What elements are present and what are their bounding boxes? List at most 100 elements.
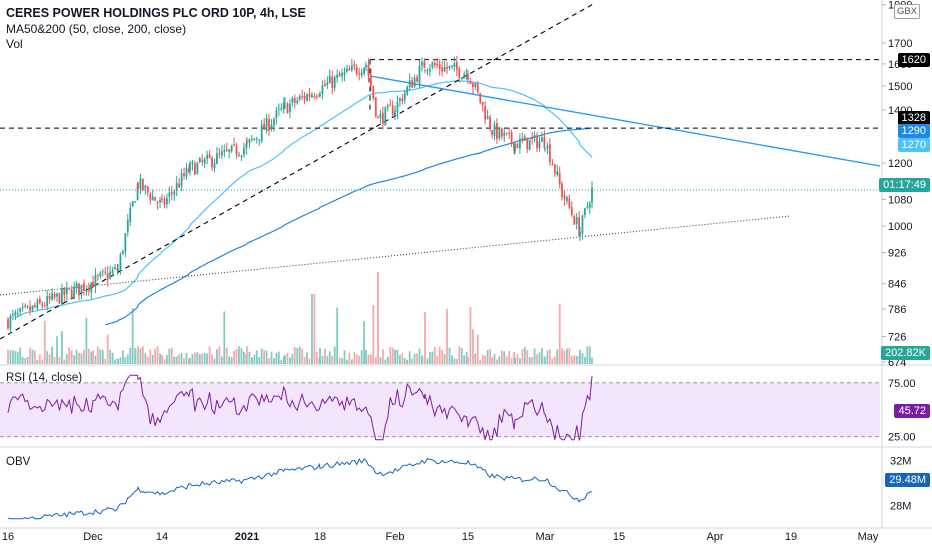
candle-body (508, 132, 511, 134)
symbol-title[interactable]: CERES POWER HOLDINGS PLC ORD 10P, 4h, LS… (6, 6, 306, 20)
volume-bar (277, 351, 280, 364)
candle-body (161, 198, 163, 200)
volume-bar (426, 358, 429, 364)
volume-bar (29, 347, 31, 364)
obv-tick-label: 28M (890, 500, 911, 512)
volume-bar (505, 356, 508, 364)
volume-bar (343, 350, 346, 364)
volume-bar (546, 350, 549, 364)
candle-body (99, 272, 102, 276)
candle-body (92, 282, 94, 288)
candle-body (431, 62, 434, 68)
price-tick-label: 1500 (888, 81, 912, 93)
candle-body (311, 94, 313, 98)
candle-body (588, 203, 591, 208)
candle-body (350, 65, 353, 71)
candle-body (479, 92, 482, 103)
volume-bar (213, 358, 216, 364)
candle-body (510, 132, 513, 144)
candle-body (486, 116, 489, 120)
candle-body (568, 198, 571, 208)
candle-body (94, 274, 97, 287)
volume-bar (476, 334, 479, 364)
obv-label[interactable]: OBV (6, 456, 31, 468)
volume-bar (139, 348, 142, 364)
ma-legend[interactable]: MA50&200 (50, close, 200, close) (6, 22, 187, 36)
volume-bar (519, 358, 521, 364)
volume-bar (472, 329, 474, 364)
candle-body (175, 182, 178, 191)
volume-bar (399, 355, 401, 364)
rsi-band (0, 382, 880, 437)
candle-body (291, 97, 294, 103)
volume-bar (293, 347, 296, 364)
time-tick-label: Apr (706, 531, 723, 543)
candle-body (73, 286, 76, 299)
volume-bar (558, 303, 561, 364)
candle-body (374, 97, 377, 117)
candle-body (83, 283, 85, 291)
candle-body (372, 85, 375, 99)
volume-bar (216, 349, 218, 364)
candle-body (275, 110, 278, 119)
candle-body (180, 173, 183, 187)
candle-body (465, 73, 468, 75)
candle-body (411, 80, 414, 88)
rsi-label[interactable]: RSI (14, close) (6, 372, 83, 384)
volume-bar (556, 349, 559, 364)
vol-legend[interactable]: Vol (6, 37, 23, 51)
volume-bar (514, 357, 516, 364)
volume-bar (38, 354, 41, 364)
candle-body (139, 178, 142, 189)
volume-bar (486, 350, 489, 364)
candle-body (505, 132, 508, 134)
volume-bar (289, 357, 291, 364)
candle-body (370, 74, 372, 87)
currency-badge[interactable]: GBX (894, 4, 920, 19)
candle-body (75, 283, 78, 288)
volume-bar (16, 351, 19, 364)
candle-body (348, 68, 351, 71)
time-tick-label: 15 (462, 531, 474, 543)
rsi-tick-label: 75.00 (888, 378, 916, 390)
candle-body (463, 73, 466, 79)
candle-body (198, 158, 201, 163)
volume-bar (319, 347, 321, 364)
candle-body (273, 118, 275, 126)
volume-bar (53, 356, 56, 364)
ma200-line (105, 127, 593, 326)
volume-bar (92, 350, 94, 364)
candle-body (253, 138, 256, 141)
candle-body (338, 73, 341, 77)
candle-body (328, 75, 331, 84)
candle-body (433, 62, 436, 66)
candle-body (208, 154, 211, 158)
price-tick-label: 786 (888, 304, 906, 316)
volume-bar (441, 349, 444, 364)
candle-body (365, 64, 367, 68)
price-tick-label: 726 (888, 331, 906, 343)
candle-body (578, 217, 581, 237)
candle-body (460, 77, 463, 79)
candle-body (443, 66, 446, 71)
candle-body (531, 137, 534, 140)
ma50-path (15, 80, 593, 319)
candle-body (308, 93, 311, 97)
candle-body (41, 303, 44, 307)
volume-bar (149, 349, 152, 364)
candle-body (441, 67, 444, 72)
volume-bar (448, 347, 451, 364)
candle-body (168, 192, 171, 197)
candle-body (65, 287, 68, 294)
candle-body (144, 185, 147, 189)
volume-bar (438, 346, 441, 364)
candle-body (223, 150, 226, 152)
volume-bar (80, 353, 83, 364)
candle-body (248, 138, 251, 144)
candle-body (423, 61, 426, 69)
candle-body (341, 72, 343, 77)
candle-body (523, 136, 526, 141)
candle-body (122, 251, 124, 254)
